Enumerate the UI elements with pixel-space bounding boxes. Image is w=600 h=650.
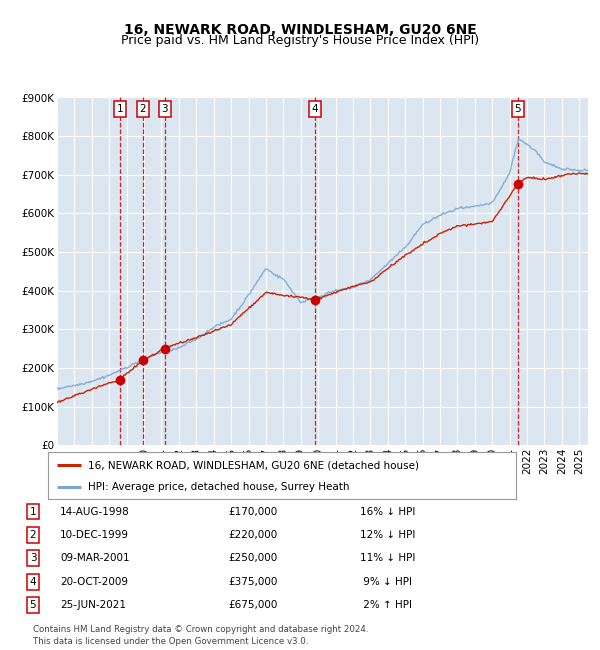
Text: 11% ↓ HPI: 11% ↓ HPI <box>360 553 415 564</box>
Text: 3: 3 <box>29 553 37 564</box>
Text: 2% ↑ HPI: 2% ↑ HPI <box>360 600 412 610</box>
Text: 09-MAR-2001: 09-MAR-2001 <box>60 553 130 564</box>
Text: 12% ↓ HPI: 12% ↓ HPI <box>360 530 415 540</box>
Text: Price paid vs. HM Land Registry's House Price Index (HPI): Price paid vs. HM Land Registry's House … <box>121 34 479 47</box>
Text: 10-DEC-1999: 10-DEC-1999 <box>60 530 129 540</box>
Text: £675,000: £675,000 <box>228 600 277 610</box>
Text: 16, NEWARK ROAD, WINDLESHAM, GU20 6NE: 16, NEWARK ROAD, WINDLESHAM, GU20 6NE <box>124 23 476 37</box>
Text: 9% ↓ HPI: 9% ↓ HPI <box>360 577 412 587</box>
Text: 2: 2 <box>29 530 37 540</box>
Text: £375,000: £375,000 <box>228 577 277 587</box>
Text: 16, NEWARK ROAD, WINDLESHAM, GU20 6NE (detached house): 16, NEWARK ROAD, WINDLESHAM, GU20 6NE (d… <box>88 460 419 470</box>
Text: 25-JUN-2021: 25-JUN-2021 <box>60 600 126 610</box>
Text: 16% ↓ HPI: 16% ↓ HPI <box>360 506 415 517</box>
Text: £220,000: £220,000 <box>228 530 277 540</box>
Text: HPI: Average price, detached house, Surrey Heath: HPI: Average price, detached house, Surr… <box>88 482 349 491</box>
Text: 5: 5 <box>515 104 521 114</box>
Text: 1: 1 <box>116 104 123 114</box>
Text: 2: 2 <box>140 104 146 114</box>
Text: 4: 4 <box>311 104 318 114</box>
Text: 3: 3 <box>161 104 168 114</box>
Text: 4: 4 <box>29 577 37 587</box>
Text: £170,000: £170,000 <box>228 506 277 517</box>
Text: £250,000: £250,000 <box>228 553 277 564</box>
Text: 14-AUG-1998: 14-AUG-1998 <box>60 506 130 517</box>
Text: 20-OCT-2009: 20-OCT-2009 <box>60 577 128 587</box>
Text: 1: 1 <box>29 506 37 517</box>
Text: Contains HM Land Registry data © Crown copyright and database right 2024.
This d: Contains HM Land Registry data © Crown c… <box>33 625 368 646</box>
Text: 5: 5 <box>29 600 37 610</box>
